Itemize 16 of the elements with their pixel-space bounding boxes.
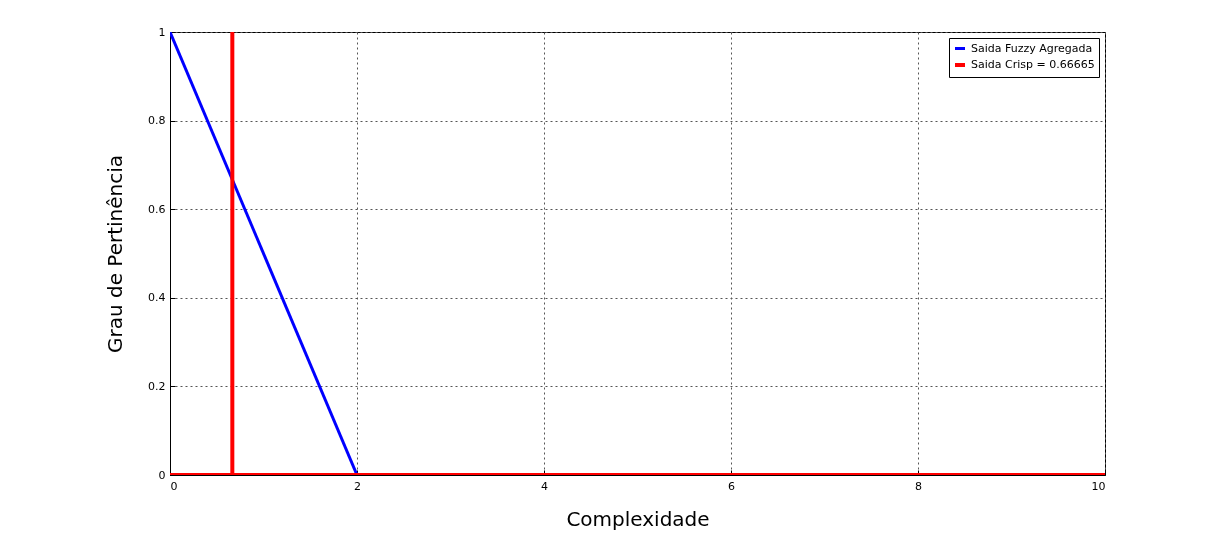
x-axis-title: Complexidade — [566, 506, 710, 531]
legend-label: Saida Fuzzy Agregada — [971, 41, 1093, 55]
y-tick-label: 0 — [158, 468, 166, 482]
x-tick-label: 0 — [170, 479, 178, 493]
y-tick-label: 0.2 — [148, 379, 166, 393]
y-tick-label: 1 — [158, 25, 166, 39]
x-tick-label: 4 — [541, 479, 548, 493]
y-tick-label: 0.4 — [148, 291, 166, 305]
y-axis-title: Grau de Pertinência — [103, 154, 128, 354]
y-tick-label: 0.8 — [148, 114, 166, 128]
x-tick-label: 6 — [728, 479, 735, 493]
x-tick-label: 10 — [1091, 479, 1106, 493]
legend-label: Saida Crisp = 0.66665 — [971, 58, 1095, 71]
y-tick-label: 0.6 — [148, 202, 166, 216]
x-tick-label: 2 — [354, 479, 361, 493]
x-tick-label: 8 — [915, 479, 922, 493]
